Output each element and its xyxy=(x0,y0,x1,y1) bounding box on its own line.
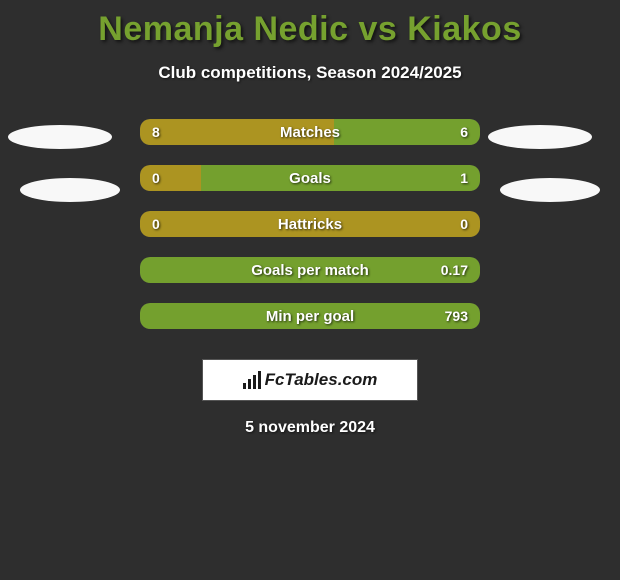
stat-value-player1: 8 xyxy=(152,119,160,145)
stat-value-player2: 0.17 xyxy=(441,257,468,283)
right-decorative-ellipse xyxy=(488,125,592,149)
stat-value-player2: 6 xyxy=(460,119,468,145)
right-decorative-ellipse xyxy=(500,178,600,202)
stat-row: Goals per match0.17 xyxy=(140,257,480,283)
brand-text: FcTables.com xyxy=(265,370,378,390)
stat-row: Matches8 6 xyxy=(140,119,480,145)
stat-value-player2: 0 xyxy=(460,211,468,237)
stat-row: Hattricks0 0 xyxy=(140,211,480,237)
subtitle: Club competitions, Season 2024/2025 xyxy=(0,63,620,83)
stat-value-player2: 793 xyxy=(445,303,468,329)
brand-badge[interactable]: FcTables.com xyxy=(202,359,418,401)
stat-row: Min per goal793 xyxy=(140,303,480,329)
stat-label: Goals per match xyxy=(140,257,480,283)
stat-label: Min per goal xyxy=(140,303,480,329)
stat-value-player1: 0 xyxy=(152,165,160,191)
left-decorative-ellipse xyxy=(8,125,112,149)
stat-label: Hattricks xyxy=(140,211,480,237)
brand-chart-icon xyxy=(243,371,261,389)
stat-label: Goals xyxy=(140,165,480,191)
timestamp: 5 november 2024 xyxy=(0,419,620,437)
stat-value-player2: 1 xyxy=(460,165,468,191)
left-decorative-ellipse xyxy=(20,178,120,202)
comparison-panel: Matches86Goals01Hattricks00Goals per mat… xyxy=(0,119,620,437)
stat-bars: Matches86Goals01Hattricks00Goals per mat… xyxy=(140,119,480,329)
stat-label: Matches xyxy=(140,119,480,145)
page-title: Nemanja Nedic vs Kiakos xyxy=(0,0,620,49)
stat-value-player1: 0 xyxy=(152,211,160,237)
stat-row: Goals0 1 xyxy=(140,165,480,191)
